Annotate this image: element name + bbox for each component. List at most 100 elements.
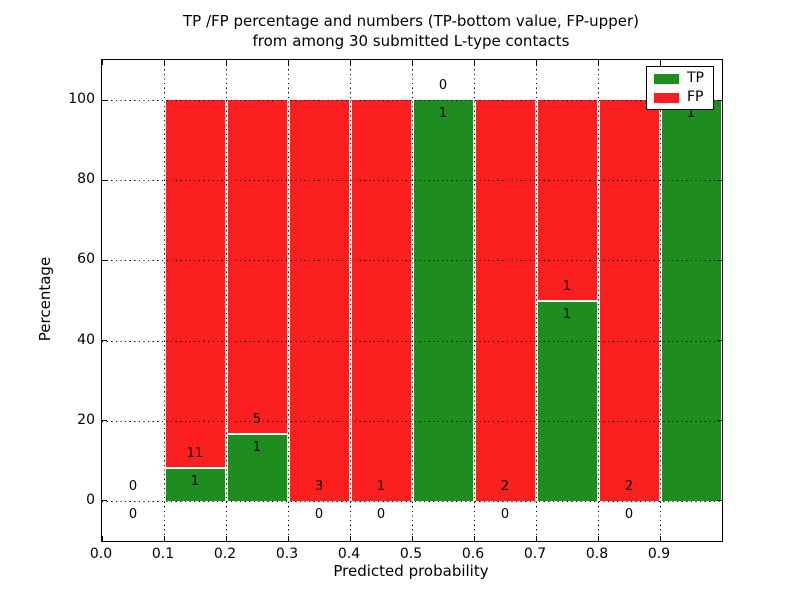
y-tick-mark	[102, 500, 107, 502]
fp-color-swatch	[654, 92, 679, 103]
x-axis-title: Predicted probability	[333, 562, 489, 580]
x-tick-mark-top	[659, 60, 661, 65]
x-tick-mark	[721, 536, 723, 541]
chart-title-line2: from among 30 submitted L-type contacts	[252, 32, 570, 50]
x-tick-mark	[411, 536, 413, 541]
y-tick-label: 60	[77, 251, 95, 268]
legend-label-fp: FP	[687, 89, 704, 105]
vertical-gridline	[598, 60, 599, 541]
y-axis-title: Percentage	[36, 256, 54, 342]
vertical-gridline	[288, 60, 289, 541]
fp-bar-segment	[227, 100, 287, 435]
tp-count-label: 1	[438, 106, 448, 122]
fp-count-label: 2	[500, 478, 510, 494]
x-tick-label: 0.5	[399, 546, 423, 562]
tp-bar-segment	[661, 100, 721, 501]
x-tick-mark	[163, 536, 165, 541]
y-tick-mark-right	[717, 340, 722, 342]
y-tick-mark-right	[717, 259, 722, 261]
legend-label-tp: TP	[687, 70, 704, 86]
plot-area: 001115130100120112001 TP FP	[101, 59, 723, 542]
x-tick-mark-top	[597, 60, 599, 65]
fp-bar-segment	[599, 100, 659, 501]
x-tick-label: 0.6	[461, 546, 485, 562]
fp-count-label: 1	[376, 478, 386, 494]
x-tick-mark-top	[411, 60, 413, 65]
x-tick-label: 0.0	[89, 546, 113, 562]
y-tick-mark	[102, 99, 107, 101]
vertical-gridline	[660, 60, 661, 541]
tp-bar-segment	[227, 434, 287, 501]
vertical-gridline	[226, 60, 227, 541]
y-tick-label: 20	[77, 411, 95, 428]
fp-bar-segment	[537, 100, 597, 301]
tp-count-label: 1	[190, 473, 200, 489]
x-tick-mark	[349, 536, 351, 541]
y-tick-mark-right	[717, 179, 722, 181]
x-tick-label: 0.2	[213, 546, 237, 562]
chart-title-line1: TP /FP percentage and numbers (TP-bottom…	[183, 12, 639, 30]
x-tick-mark	[659, 536, 661, 541]
x-tick-mark-top	[163, 60, 165, 65]
fp-count-label: 3	[314, 478, 324, 494]
vertical-gridline	[536, 60, 537, 541]
y-tick-label: 100	[68, 91, 95, 108]
tp-bar-segment	[413, 100, 473, 501]
fp-bar-segment	[475, 100, 535, 501]
y-tick-label: 40	[77, 331, 95, 348]
x-tick-mark-top	[101, 60, 103, 65]
x-tick-mark-top	[349, 60, 351, 65]
x-tick-mark-top	[721, 60, 723, 65]
y-tick-mark	[102, 420, 107, 422]
x-tick-label: 0.3	[275, 546, 299, 562]
tp-count-label: 0	[376, 506, 386, 522]
vertical-gridline	[474, 60, 475, 541]
fp-count-label: 5	[252, 412, 262, 428]
x-tick-mark	[287, 536, 289, 541]
legend-entry-tp: TP	[654, 70, 706, 86]
fp-count-label: 1	[562, 278, 572, 294]
tp-count-label: 1	[252, 440, 262, 456]
fp-count-label: 0	[128, 478, 138, 494]
tp-count-label: 1	[686, 106, 696, 122]
vertical-gridline	[164, 60, 165, 541]
tp-count-label: 0	[314, 506, 324, 522]
x-tick-label: 0.1	[151, 546, 175, 562]
y-tick-mark	[102, 259, 107, 261]
x-tick-mark	[473, 536, 475, 541]
fp-bar-segment	[351, 100, 411, 501]
x-tick-mark-top	[287, 60, 289, 65]
fp-count-label: 11	[186, 445, 204, 461]
x-tick-mark	[101, 536, 103, 541]
x-tick-mark-top	[225, 60, 227, 65]
x-tick-label: 0.8	[585, 546, 609, 562]
tp-bar-segment	[537, 300, 597, 501]
segment-separator	[165, 466, 225, 469]
fp-bar-segment	[165, 100, 225, 468]
segment-separator	[227, 433, 287, 436]
y-tick-label: 80	[77, 171, 95, 188]
tp-count-label: 1	[562, 306, 572, 322]
tp-count-label: 0	[624, 506, 634, 522]
tp-color-swatch	[654, 73, 679, 84]
chart-title: TP /FP percentage and numbers (TP-bottom…	[101, 11, 721, 51]
tp-count-label: 0	[500, 506, 510, 522]
x-tick-mark-top	[473, 60, 475, 65]
vertical-gridline	[412, 60, 413, 541]
x-tick-label: 0.4	[337, 546, 361, 562]
y-tick-mark-right	[717, 420, 722, 422]
x-tick-mark	[535, 536, 537, 541]
x-tick-mark	[597, 536, 599, 541]
fp-count-label: 0	[438, 78, 448, 94]
y-tick-mark-right	[717, 500, 722, 502]
x-tick-label: 0.9	[647, 546, 671, 562]
y-tick-mark	[102, 340, 107, 342]
y-tick-mark-right	[717, 99, 722, 101]
x-tick-mark	[225, 536, 227, 541]
vertical-gridline	[350, 60, 351, 541]
x-tick-mark-top	[535, 60, 537, 65]
y-tick-mark	[102, 179, 107, 181]
fp-bar-segment	[289, 100, 349, 501]
tp-count-label: 0	[128, 506, 138, 522]
